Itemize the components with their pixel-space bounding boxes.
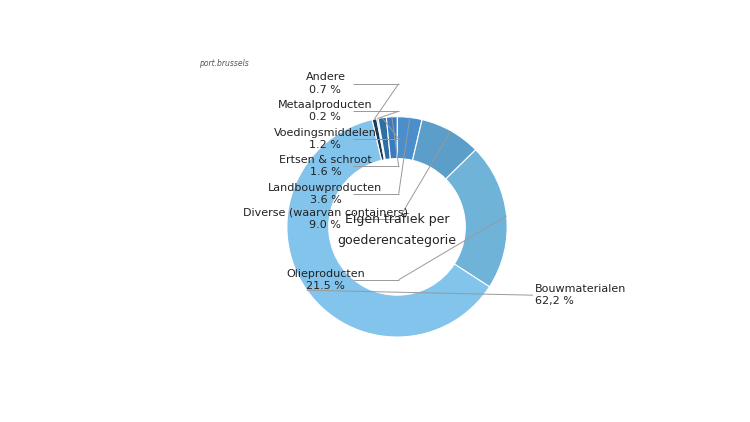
Wedge shape bbox=[413, 119, 476, 179]
Text: Bouwmaterialen
62,2 %: Bouwmaterialen 62,2 % bbox=[535, 284, 626, 306]
Text: Andere
0.7 %: Andere 0.7 % bbox=[305, 73, 346, 95]
Text: Eigen trafiek per: Eigen trafiek per bbox=[345, 213, 449, 226]
Text: Olieproducten
21.5 %: Olieproducten 21.5 % bbox=[286, 268, 364, 291]
Text: Landbouwproducten
3.6 %: Landbouwproducten 3.6 % bbox=[268, 183, 382, 205]
Wedge shape bbox=[378, 117, 391, 160]
Text: Metaalproducten
0.2 %: Metaalproducten 0.2 % bbox=[278, 100, 373, 122]
Text: Diverse (waarvan containers)
9.0 %: Diverse (waarvan containers) 9.0 % bbox=[243, 208, 408, 230]
Wedge shape bbox=[376, 118, 386, 160]
Wedge shape bbox=[287, 119, 490, 337]
Text: goederencategorie: goederencategorie bbox=[338, 234, 457, 246]
Text: Ertsen & schroot
1.6 %: Ertsen & schroot 1.6 % bbox=[279, 155, 372, 178]
Text: Voedingsmiddelen
1.2 %: Voedingsmiddelen 1.2 % bbox=[274, 127, 376, 150]
Wedge shape bbox=[446, 150, 507, 287]
Wedge shape bbox=[372, 119, 385, 160]
Wedge shape bbox=[386, 117, 398, 159]
Wedge shape bbox=[398, 117, 422, 160]
Text: port.brussels: port.brussels bbox=[199, 60, 248, 68]
